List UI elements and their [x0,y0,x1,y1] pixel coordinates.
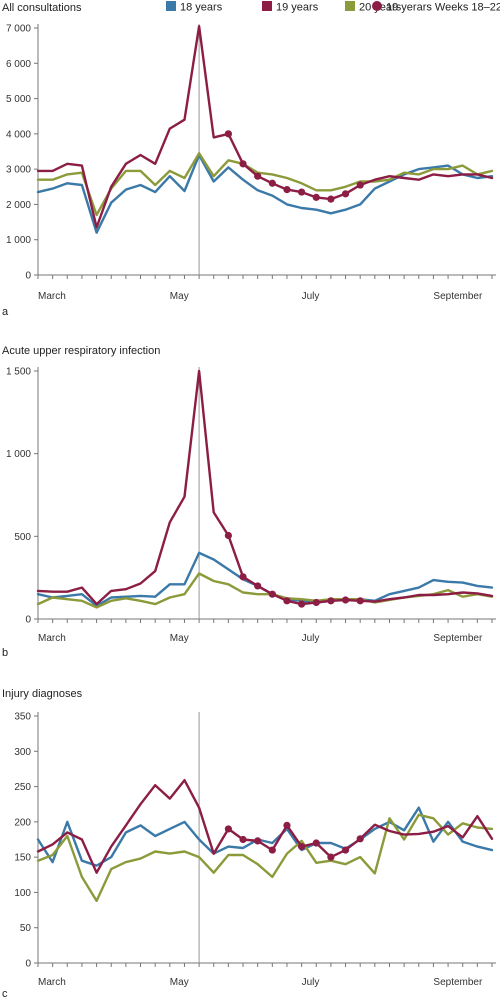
highlight-point [298,842,306,851]
highlight-point [224,130,232,138]
y-tick-label: 2 000 [6,200,31,211]
highlight-point [356,597,364,605]
y-tick-label: 350 [14,712,31,723]
legend-marker-y19 [372,1,382,11]
series-line-y18 [36,806,494,867]
highlight-point [254,172,262,180]
x-tick-label: September [433,633,483,644]
y-tick-label: 0 [25,959,31,970]
panel-letter: a [2,306,9,318]
highlight-point [224,825,232,833]
panel-letter: b [2,647,8,659]
y-tick-label: 1 000 [6,235,31,246]
highlight-point [341,846,350,854]
y-tick-label: 200 [14,817,31,828]
y-tick-label: 1 000 [6,449,31,460]
series-line-y19 [36,369,494,606]
legend-swatch-y20 [345,1,355,11]
x-tick-label: March [38,291,66,302]
x-tick-label: May [170,977,189,988]
legend-swatch-y18 [166,1,176,11]
highlight-point [327,853,335,861]
x-tick-label: September [433,977,483,988]
x-tick-label: July [302,291,320,302]
highlight-point [312,839,320,847]
chart-title: Injury diagnoses [2,688,83,700]
highlight-point [312,598,320,607]
highlight-point [268,179,276,187]
y-tick-label: 0 [25,615,31,626]
highlight-point [312,193,320,201]
highlight-point [283,186,291,194]
series-line-y19 [36,25,494,229]
y-tick-label: 150 [14,853,31,864]
legend-label: 18 years [180,2,223,14]
panel-a: All consultations 0 1 000 2 000 3 000 4 000 5 … [2,2,496,318]
legend-swatch-y19 [262,1,272,11]
y-tick-label: 7 000 [6,24,31,35]
x-tick-label: July [302,977,320,988]
highlight-point [298,600,306,608]
x-tick-label: May [170,633,189,644]
series-line-y20 [36,813,494,903]
chart-title: All consultations [2,2,82,14]
highlight-point [341,190,350,198]
highlight-point [298,188,306,196]
highlight-point [327,195,335,203]
legend-label: 19 yerars Weeks 18–22 [386,2,500,14]
series-line-y20 [36,152,494,217]
y-tick-label: 50 [20,923,32,934]
highlight-point [283,821,291,829]
panel-letter: c [2,988,8,1000]
x-tick-label: March [38,633,66,644]
y-tick-label: 500 [14,532,31,543]
y-tick-label: 3 000 [6,165,31,176]
y-tick-label: 250 [14,782,31,793]
panel-b: Acute upper respiratory infection 0 500 1 0… [2,345,496,659]
chart-title: Acute upper respiratory infection [2,345,160,357]
y-tick-label: 5 000 [6,94,31,105]
y-tick-label: 4 000 [6,129,31,140]
x-tick-label: March [38,977,66,988]
x-tick-label: September [433,291,483,302]
series-line-y18 [36,153,494,234]
series-line-y18 [36,551,494,607]
x-tick-label: May [170,291,189,302]
highlight-point [254,582,262,590]
highlight-point [356,835,364,843]
highlight-point [356,181,364,189]
y-tick-label: 300 [14,747,31,758]
highlight-point [239,835,247,844]
legend-label: 19 years [276,2,319,14]
y-tick-label: 6 000 [6,59,31,70]
highlight-point [268,590,276,598]
y-tick-label: 1 500 [6,367,31,378]
highlight-point [224,531,232,540]
highlight-point [239,160,247,168]
series-line-y19 [36,779,494,874]
highlight-point [268,846,276,854]
highlight-point [327,597,335,605]
highlight-point [239,573,247,581]
panel-c: Injury diagnoses 0 50 100 150 200 250 300 350 Mar… [2,688,496,1000]
y-tick-label: 0 [25,271,31,282]
y-tick-label: 100 [14,888,31,899]
highlight-point [283,597,291,605]
highlight-point [254,837,262,845]
x-tick-label: July [302,633,320,644]
highlight-point [341,596,350,604]
